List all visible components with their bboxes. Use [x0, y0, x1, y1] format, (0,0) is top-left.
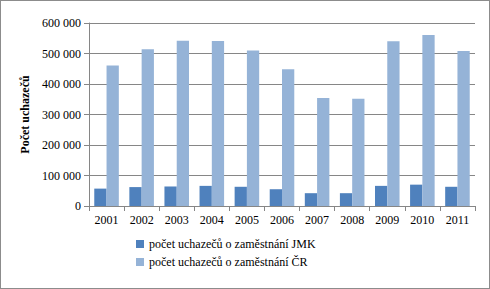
svg-text:2009: 2009: [375, 213, 399, 227]
svg-text:počet uchazečů o zaměstnání ČR: počet uchazečů o zaměstnání ČR: [149, 255, 308, 269]
svg-text:2003: 2003: [165, 213, 189, 227]
svg-text:400 000: 400 000: [42, 77, 81, 91]
svg-text:Počet uchazečů: Počet uchazečů: [18, 75, 32, 154]
svg-text:300 000: 300 000: [42, 108, 81, 122]
svg-text:200 000: 200 000: [42, 138, 81, 152]
svg-text:2002: 2002: [130, 213, 154, 227]
svg-text:2007: 2007: [305, 213, 329, 227]
svg-text:2008: 2008: [340, 213, 364, 227]
svg-text:600 000: 600 000: [42, 16, 81, 30]
svg-text:2004: 2004: [200, 213, 224, 227]
svg-text:2001: 2001: [95, 213, 119, 227]
svg-text:500 000: 500 000: [42, 47, 81, 61]
svg-text:0: 0: [75, 199, 81, 213]
svg-text:2010: 2010: [410, 213, 434, 227]
svg-text:2005: 2005: [235, 213, 259, 227]
svg-text:100 000: 100 000: [42, 169, 81, 183]
svg-text:počet uchazečů o zaměstnání JM: počet uchazečů o zaměstnání JMK: [149, 237, 316, 251]
svg-text:2011: 2011: [446, 213, 470, 227]
svg-text:2006: 2006: [270, 213, 294, 227]
